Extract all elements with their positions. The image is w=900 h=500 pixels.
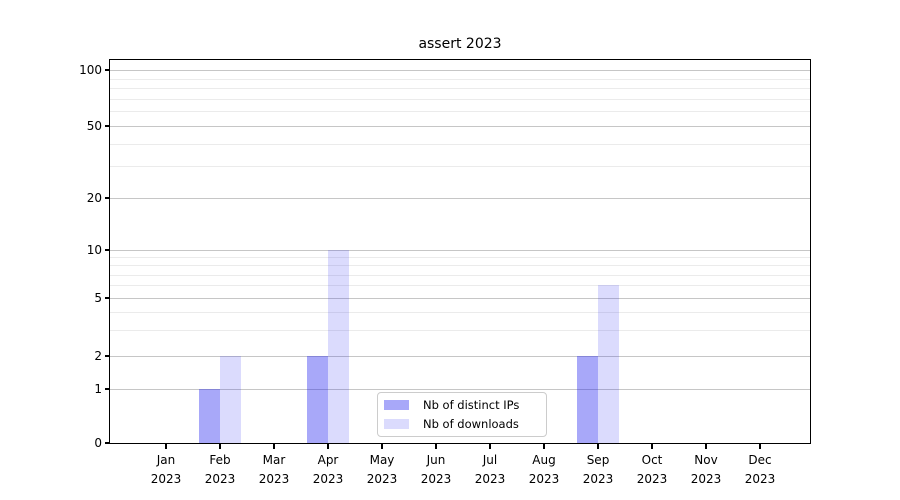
x-tick-mark [651, 444, 653, 449]
x-tick-mark [759, 444, 761, 449]
x-tick-mark [705, 444, 707, 449]
y-tick-label: 20 [86, 191, 102, 205]
y-tick-mark [105, 125, 110, 127]
bar-distinct-ips-feb [199, 389, 220, 443]
x-tick-label-sep: Sep 2023 [582, 453, 614, 486]
legend-label-downloads: Nb of downloads [423, 416, 519, 431]
plot-border [109, 59, 811, 444]
y-tick-label: 10 [86, 243, 102, 257]
y-tick-label: 50 [86, 119, 102, 133]
y-tick-mark [105, 249, 110, 251]
minor-gridline [110, 143, 810, 145]
x-tick-mark [273, 444, 275, 449]
minor-gridline [110, 285, 810, 287]
major-gridline [110, 356, 810, 357]
legend-item-downloads: Nb of downloads [384, 416, 540, 432]
x-tick-label-may: May 2023 [366, 453, 398, 486]
x-tick-label-feb: Feb 2023 [204, 453, 236, 486]
x-tick-label-jun: Jun 2023 [420, 453, 452, 486]
legend-swatch-distinct-ips [384, 400, 409, 411]
legend-item-distinct-ips: Nb of distinct IPs [384, 397, 540, 413]
minor-gridline [110, 257, 810, 259]
major-gridline [110, 70, 810, 71]
x-tick-label-nov: Nov 2023 [690, 453, 722, 486]
x-tick-mark [597, 444, 599, 449]
x-tick-mark [219, 444, 221, 449]
x-tick-mark [435, 444, 437, 449]
x-tick-mark [327, 444, 329, 449]
x-tick-label-jul: Jul 2023 [474, 453, 506, 486]
y-tick-label: 5 [94, 291, 102, 305]
major-gridline [110, 298, 810, 299]
minor-gridline [110, 312, 810, 314]
legend: Nb of distinct IPs Nb of downloads [377, 392, 547, 437]
major-gridline [110, 198, 810, 199]
minor-gridline [110, 78, 810, 80]
y-tick-label: 0 [94, 436, 102, 450]
bar-downloads-feb [220, 356, 241, 443]
y-tick-label: 100 [79, 63, 102, 77]
legend-swatch-downloads [384, 418, 409, 429]
bar-downloads-apr [328, 250, 349, 443]
x-tick-label-jan: Jan 2023 [150, 453, 182, 486]
major-gridline [110, 389, 810, 390]
x-tick-label-aug: Aug 2023 [528, 453, 560, 486]
minor-gridline [110, 330, 810, 332]
x-tick-label-mar: Mar 2023 [258, 453, 290, 486]
bar-distinct-ips-sep [577, 356, 598, 443]
bar-distinct-ips-apr [307, 356, 328, 443]
bar-downloads-sep [598, 285, 619, 443]
y-tick-mark [105, 69, 110, 71]
minor-gridline [110, 166, 810, 168]
x-tick-label-dec: Dec 2023 [744, 453, 776, 486]
y-tick-mark [105, 197, 110, 199]
x-tick-mark [489, 444, 491, 449]
major-gridline [110, 126, 810, 127]
x-tick-mark [543, 444, 545, 449]
x-tick-mark [165, 444, 167, 449]
y-tick-label: 2 [94, 349, 102, 363]
legend-label-distinct-ips: Nb of distinct IPs [423, 398, 520, 413]
x-tick-label-apr: Apr 2023 [312, 453, 344, 486]
y-tick-mark [105, 297, 110, 299]
y-tick-mark [105, 388, 110, 390]
x-tick-label-oct: Oct 2023 [636, 453, 668, 486]
plot-area [109, 59, 811, 444]
chart-title: assert 2023 [418, 36, 502, 52]
y-tick-label: 1 [94, 382, 102, 396]
minor-gridline [110, 111, 810, 113]
minor-gridline [110, 98, 810, 100]
y-tick-mark [105, 355, 110, 357]
minor-gridline [110, 265, 810, 267]
major-gridline [110, 250, 810, 251]
x-tick-mark [381, 444, 383, 449]
minor-gridline [110, 88, 810, 90]
minor-gridline [110, 274, 810, 276]
y-tick-mark [105, 442, 110, 444]
